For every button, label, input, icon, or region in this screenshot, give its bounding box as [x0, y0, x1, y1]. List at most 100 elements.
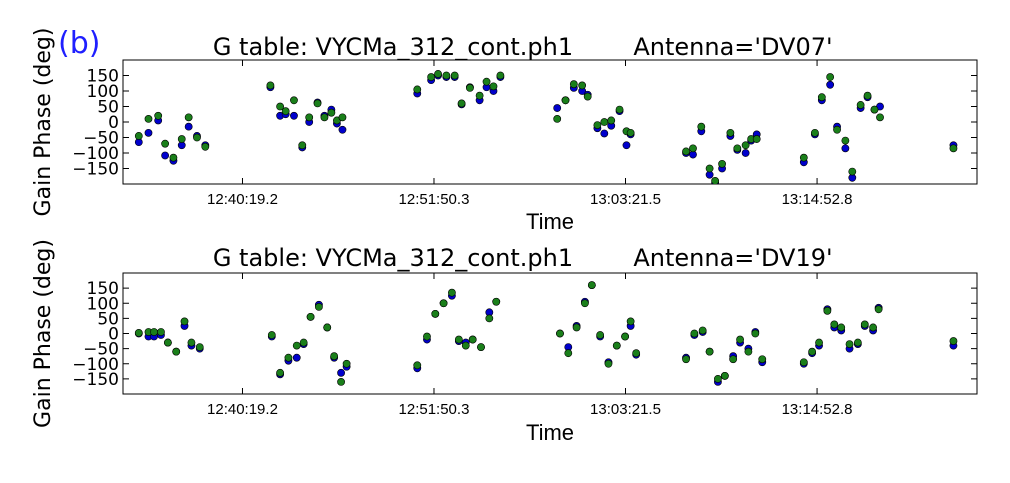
data-point-series-2 [337, 377, 345, 386]
data-point-series-2 [626, 317, 635, 326]
data-point-series-2 [457, 99, 466, 108]
data-point-series-2 [298, 141, 307, 150]
data-point-series-2 [413, 361, 422, 370]
data-point-series-2 [281, 107, 290, 116]
antenna-label: Antenna='DV19' [633, 244, 832, 272]
data-point-series-2 [489, 82, 498, 91]
data-point-series-2 [276, 368, 285, 377]
data-point-series-2 [799, 153, 808, 162]
data-point-series-2 [808, 347, 817, 356]
data-point-series-2 [320, 113, 329, 122]
data-point-series-2 [837, 323, 846, 332]
data-point-series-2 [698, 326, 707, 335]
data-point-series-2 [442, 71, 451, 80]
y-axis-label: Gain Phase (deg) [31, 28, 56, 217]
data-point-series-2 [284, 353, 293, 362]
chart-panel-2: G table: VYCMa_312_cont.ph1 Antenna='DV19… [31, 239, 978, 445]
data-point-series-2 [161, 139, 170, 148]
data-point-series-2 [860, 320, 869, 329]
data-point-series-2 [454, 335, 463, 344]
data-point-series-2 [751, 329, 760, 338]
data-point-series-1 [826, 80, 835, 89]
panel-label: (b) [58, 26, 101, 61]
data-point-series-2 [817, 93, 826, 102]
y-tick-label: −50 [83, 340, 119, 360]
data-point-series-1 [290, 111, 298, 120]
data-point-series-2 [313, 99, 322, 108]
data-point-series-2 [553, 115, 562, 123]
data-point-series-1 [622, 141, 631, 150]
data-point-series-2 [744, 347, 753, 356]
y-tick-label: −100 [72, 144, 119, 164]
data-point-series-2 [461, 341, 470, 350]
data-point-series-2 [564, 349, 573, 358]
data-point-series-2 [475, 91, 484, 100]
data-point-series-2 [758, 355, 767, 364]
data-point-series-2 [726, 128, 735, 137]
data-point-series-2 [826, 73, 835, 81]
data-point-series-2 [305, 113, 314, 122]
data-point-series-2 [157, 328, 165, 336]
y-tick-label: 150 [87, 67, 119, 87]
data-point-series-2 [450, 71, 459, 80]
data-point-series-2 [342, 359, 351, 368]
data-point-series-2 [841, 136, 850, 145]
data-point-series-2 [290, 96, 298, 105]
data-point-series-2 [423, 332, 431, 341]
y-tick-label: 100 [87, 82, 119, 102]
data-point-series-1 [161, 151, 170, 160]
x-axis-label: Time [526, 420, 574, 445]
data-point-series-1 [600, 129, 609, 138]
data-point-series-2 [477, 343, 485, 352]
data-point-series-2 [439, 299, 448, 308]
y-axis-label: Gain Phase (deg) [31, 239, 56, 428]
x-tick-label: 12:51:50.3 [399, 401, 470, 418]
data-point-series-2 [815, 338, 823, 347]
data-point-series-2 [431, 309, 440, 318]
data-point-series-2 [581, 299, 589, 308]
y-tick-label: −150 [72, 370, 119, 390]
chart-panel-1: G table: VYCMa_312_cont.ph1 Antenna='DV07… [31, 28, 978, 234]
y-tick-label: −150 [72, 160, 119, 180]
data-point-series-2 [949, 144, 958, 153]
data-point-series-2 [330, 352, 339, 361]
data-point-series-2 [323, 323, 332, 332]
data-point-series-2 [682, 147, 690, 156]
data-point-series-2 [485, 314, 494, 323]
data-point-series-2 [615, 105, 624, 114]
data-point-series-2 [833, 125, 841, 134]
data-point-series-2 [600, 118, 609, 126]
data-point-series-2 [845, 340, 854, 348]
data-point-series-2 [690, 329, 699, 338]
y-tick-label: 0 [108, 113, 119, 133]
data-points [134, 281, 958, 386]
data-point-series-2 [718, 159, 726, 168]
data-point-series-2 [705, 347, 714, 356]
data-point-series-2 [583, 92, 592, 101]
data-point-series-1 [841, 144, 850, 153]
y-tick-label: 150 [87, 279, 119, 299]
data-point-series-2 [569, 80, 578, 89]
data-point-series-2 [306, 312, 315, 321]
data-point-series-2 [492, 297, 501, 306]
x-tick-label: 12:51:50.3 [399, 191, 470, 208]
data-point-series-1 [184, 122, 193, 131]
data-point-series-2 [201, 142, 210, 151]
y-tick-label: −100 [72, 355, 119, 375]
data-point-series-2 [556, 329, 564, 338]
data-point-series-2 [729, 355, 738, 364]
data-point-series-2 [741, 141, 750, 150]
data-point-series-2 [572, 323, 581, 332]
data-point-series-2 [830, 320, 839, 329]
data-point-series-2 [621, 332, 629, 341]
data-point-series-2 [689, 144, 697, 153]
data-point-series-2 [413, 85, 422, 94]
x-tick-label: 13:14:52.8 [782, 191, 853, 208]
data-point-series-2 [733, 144, 742, 153]
y-tick-label: 100 [87, 294, 119, 314]
data-point-series-2 [299, 338, 308, 347]
x-axis-label: Time [526, 209, 574, 234]
data-point-series-2 [870, 105, 879, 114]
data-point-series-2 [848, 167, 857, 176]
